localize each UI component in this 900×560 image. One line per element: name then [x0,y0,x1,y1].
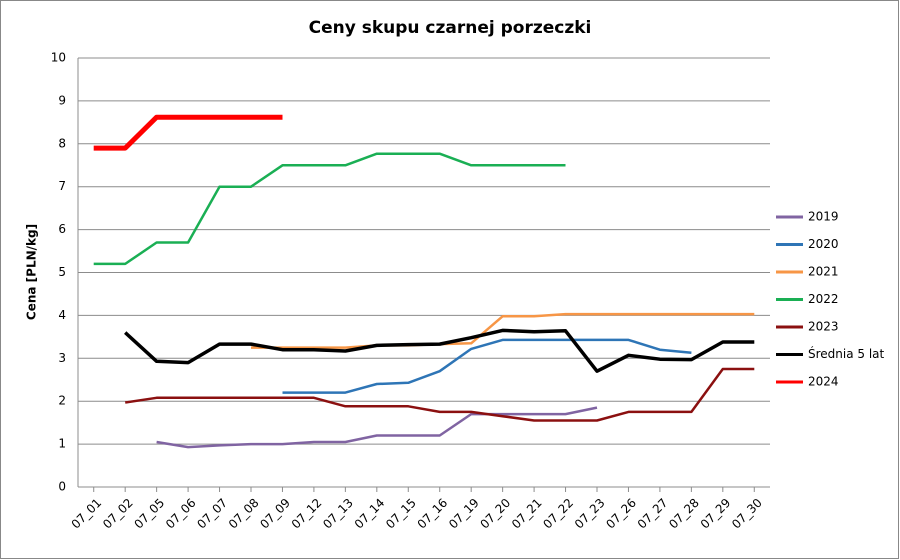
series-line [125,367,755,422]
legend-label: Średnia 5 lat [808,346,885,361]
y-tick-label: 9 [58,93,66,107]
legend-label: 2019 [808,210,839,224]
series-line [93,152,566,266]
y-axis-label: Cena [PLN/kg] [25,224,39,320]
series-line [93,114,283,151]
legend-label: 2024 [808,375,839,389]
legend-label: 2020 [808,237,839,251]
series-line [282,338,692,394]
y-tick-label: 10 [51,51,66,65]
y-tick-label: 5 [58,265,66,279]
chart-title: Ceny skupu czarnej porzeczki [309,18,592,38]
y-tick-label: 4 [58,308,66,322]
y-tick-label: 0 [58,480,66,494]
series-line [156,406,598,449]
series-line [124,328,755,373]
y-tick-label: 3 [58,351,66,365]
y-tick-label: 7 [58,179,66,193]
y-tick-label: 2 [58,394,66,408]
legend-label: 2023 [808,320,839,334]
legend-label: 2022 [808,292,839,306]
legend-label: 2021 [808,265,839,279]
series-line [251,312,755,349]
y-tick-label: 6 [58,222,66,236]
y-tick-label: 8 [58,136,66,150]
y-tick-label: 1 [58,437,66,451]
